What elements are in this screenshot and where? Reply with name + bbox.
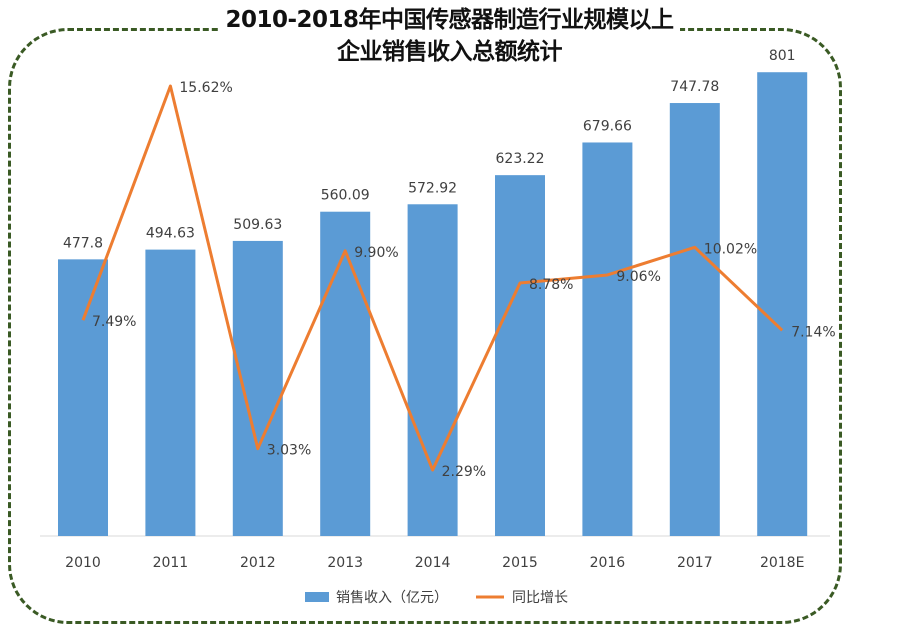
x-tick-2011: 2011: [153, 555, 189, 571]
x-tick-2012: 2012: [240, 555, 276, 571]
x-tick-2017: 2017: [677, 555, 713, 571]
legend-bar-swatch: [305, 592, 329, 602]
growth-label-2014: 2.29%: [442, 464, 486, 480]
bar-label-2013: 560.09: [321, 188, 370, 204]
growth-label-2013: 9.90%: [354, 245, 398, 261]
growth-line: [81, 84, 784, 472]
bar-2016: [582, 142, 633, 536]
growth-label-2018E: 7.14%: [791, 324, 835, 340]
legend-bar-label: 销售收入（亿元）: [336, 590, 448, 606]
bar-label-2018E: 801: [769, 48, 796, 64]
chart-title-line-2: 企业销售收入总额统计: [331, 39, 568, 65]
growth-label-2017: 10.02%: [704, 241, 757, 257]
bar-2012: [232, 240, 283, 536]
bar-2017: [669, 103, 720, 537]
legend-line-label: 同比增长: [512, 590, 568, 606]
bar-2010: [58, 259, 108, 536]
x-tick-2014: 2014: [415, 555, 451, 571]
chart-title: 2010-2018年中国传感器制造行业规模以上 企业销售收入总额统计: [0, 4, 899, 68]
x-tick-2010: 2010: [65, 555, 101, 571]
bar-2014: [407, 204, 458, 536]
growth-label-2012: 3.03%: [267, 443, 311, 459]
x-tick-2016: 2016: [590, 555, 626, 571]
bar-label-2010: 477.8: [63, 235, 103, 251]
chart-title-line-1: 2010-2018年中国传感器制造行业规模以上: [219, 7, 680, 33]
bar-label-2014: 572.92: [408, 180, 457, 196]
growth-label-2015: 8.78%: [529, 277, 573, 293]
growth-label-2011: 15.62%: [179, 80, 232, 96]
bar-2011: [145, 249, 196, 536]
bar-label-2011: 494.63: [146, 226, 195, 242]
growth-label-2010: 7.49%: [92, 314, 136, 330]
x-tick-2013: 2013: [327, 555, 363, 571]
bar-label-2017: 747.78: [670, 79, 719, 95]
x-tick-2015: 2015: [502, 555, 538, 571]
bar-2013: [320, 211, 371, 536]
bar-label-2015: 623.22: [496, 151, 545, 167]
bar-label-2016: 679.66: [583, 118, 632, 134]
growth-label-2016: 9.06%: [616, 269, 660, 285]
x-tick-2018E: 2018E: [760, 555, 804, 571]
bar-2018E: [757, 72, 808, 536]
bar-2015: [495, 175, 545, 536]
bar-label-2012: 509.63: [233, 217, 282, 233]
